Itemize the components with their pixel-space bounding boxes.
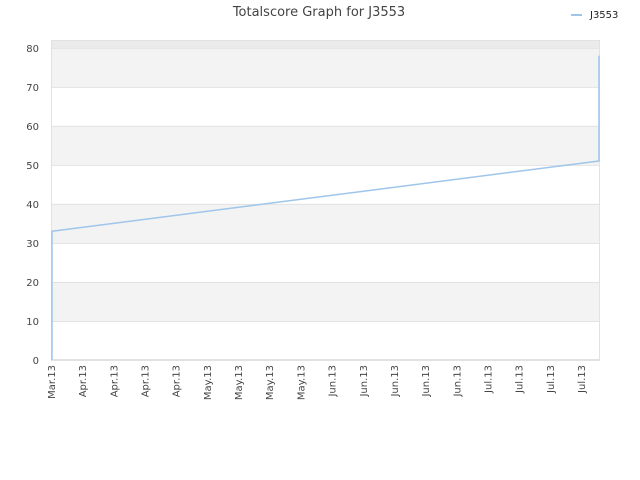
y-tick-label: 0: [33, 356, 39, 367]
x-tick-label: Jun.13: [390, 365, 401, 398]
y-tick-label: 60: [26, 122, 39, 133]
plot-bands: [51, 40, 600, 360]
plot-border: [51, 40, 600, 360]
x-tick-label: Jun.13: [452, 365, 463, 398]
x-tick-label: Jul.13: [515, 365, 526, 394]
y-tick-label: 10: [26, 317, 39, 328]
x-tick-label: Mar.13: [47, 365, 58, 399]
x-tick-label: May.13: [203, 365, 214, 400]
x-tick-label: Apr.13: [78, 365, 89, 397]
series-layer: [51, 55, 600, 360]
legend-label-j3553: J3553: [589, 10, 618, 21]
chart-title: Totalscore Graph for J3553: [232, 5, 405, 20]
y-tick-label: 50: [26, 161, 39, 172]
x-tick-label: Jun.13: [421, 365, 432, 398]
grid-band: [51, 203, 600, 243]
y-tick-label: 80: [26, 44, 39, 55]
legend[interactable]: J3553: [571, 10, 618, 21]
x-tick-label: May.13: [265, 365, 276, 400]
x-tick-label: May.13: [296, 365, 307, 400]
y-tick-label: 40: [26, 200, 39, 211]
grid-band: [51, 281, 600, 321]
y-tick-label: 20: [26, 278, 39, 289]
y-tick-label: 70: [26, 83, 39, 94]
x-tick-label: May.13: [234, 365, 245, 400]
x-tick-label: Jul.13: [577, 365, 588, 394]
x-tick-label: Jun.13: [359, 365, 370, 398]
x-tick-label: Apr.13: [141, 365, 152, 397]
x-tick-label: Jun.13: [328, 365, 339, 398]
y-tick-label: 30: [26, 239, 39, 250]
x-tick-label: Apr.13: [109, 365, 120, 397]
x-axis-ticks: Mar.13 Apr.13 Apr.13 Apr.13 Apr.13 May.13 May.…: [47, 365, 588, 400]
x-tick-label: Jul.13: [483, 365, 494, 394]
series-line-j3553: [51, 55, 600, 360]
grid-band: [51, 125, 600, 165]
grid-band: [51, 47, 600, 87]
y-axis-ticks: 0 10 20 30 40 50 60 70 80: [26, 44, 39, 367]
grid-band: [51, 40, 600, 48]
x-tick-label: Apr.13: [172, 365, 183, 397]
x-tick-label: Jul.13: [546, 365, 557, 394]
grid-lines: [51, 40, 600, 361]
